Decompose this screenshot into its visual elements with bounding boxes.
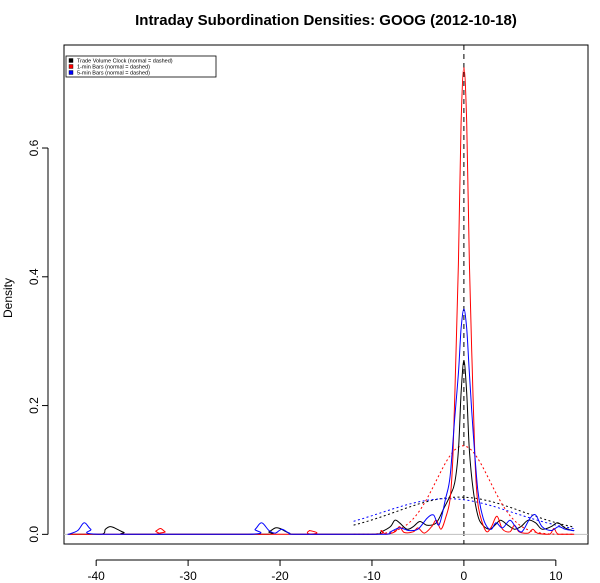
- legend-entry-label: 1-min Bars (normal = dashed): [77, 65, 150, 71]
- plot-frame: [63, 44, 589, 545]
- legend-swatch: [68, 58, 74, 63]
- density-curves: [67, 66, 575, 535]
- chart-title: Intraday Subordination Densities: GOOG (…: [135, 12, 517, 29]
- x-tick-label: -30: [179, 569, 197, 583]
- y-tick-label: 0.6: [27, 139, 41, 156]
- x-tick-label: -20: [271, 569, 289, 583]
- density-curve-series-2: [68, 66, 575, 535]
- y-tick-label: 0.2: [27, 397, 41, 414]
- x-tick-label: 0: [461, 569, 468, 583]
- legend: Trade Volume Clock (normal = dashed)1-mi…: [65, 55, 217, 78]
- legend-entry-label: Trade Volume Clock (normal = dashed): [77, 59, 173, 65]
- normal-curve-series-3: [353, 498, 575, 530]
- y-tick-label: 0.0: [27, 526, 41, 543]
- x-tick-label: -10: [363, 569, 381, 583]
- density-curve-series-1: [68, 359, 575, 535]
- y-axis-title: Density: [1, 278, 15, 318]
- y-tick-label: 0.4: [27, 268, 41, 285]
- reference-lines: [64, 45, 588, 544]
- legend-entry-label: 5-min Bars (normal = dashed): [77, 71, 150, 77]
- legend-swatch: [68, 64, 74, 69]
- axes: -40 -30 -20 -10 0 10 0.0 0.2 0.4 0.6: [27, 139, 563, 583]
- x-tick-label: -40: [88, 569, 106, 583]
- legend-box: [65, 55, 217, 78]
- density-curve-series-3: [67, 308, 575, 535]
- x-tick-label: 10: [549, 569, 563, 583]
- legend-swatch: [68, 70, 74, 75]
